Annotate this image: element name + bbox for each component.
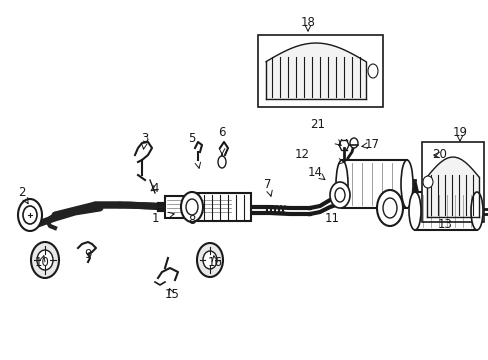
- Text: 2: 2: [18, 186, 26, 199]
- Bar: [341, 160, 406, 208]
- Bar: [164, 196, 232, 218]
- Polygon shape: [426, 157, 478, 217]
- Text: 3: 3: [141, 131, 148, 144]
- Ellipse shape: [197, 243, 223, 277]
- Text: 17: 17: [364, 139, 379, 152]
- Text: 12: 12: [294, 148, 309, 162]
- Bar: [196, 193, 250, 221]
- Ellipse shape: [376, 190, 402, 226]
- Ellipse shape: [329, 182, 349, 208]
- Text: 19: 19: [451, 126, 467, 139]
- Ellipse shape: [400, 160, 412, 208]
- Ellipse shape: [367, 64, 377, 78]
- Bar: [414, 192, 476, 230]
- Text: 16: 16: [207, 256, 222, 269]
- Ellipse shape: [37, 250, 53, 270]
- Text: 18: 18: [300, 15, 315, 28]
- Ellipse shape: [470, 192, 482, 230]
- Bar: [258, 35, 382, 107]
- Text: 21: 21: [310, 118, 325, 131]
- Text: 14: 14: [307, 166, 322, 179]
- Text: 11: 11: [324, 211, 339, 225]
- Ellipse shape: [334, 188, 345, 202]
- Text: 5: 5: [188, 131, 195, 144]
- Ellipse shape: [408, 192, 420, 230]
- Text: 10: 10: [35, 256, 49, 269]
- Text: 20: 20: [432, 148, 447, 162]
- Ellipse shape: [23, 206, 37, 224]
- Ellipse shape: [18, 199, 42, 231]
- Ellipse shape: [185, 199, 198, 215]
- Ellipse shape: [349, 138, 357, 148]
- Text: 6: 6: [218, 126, 225, 139]
- Text: 7: 7: [264, 179, 271, 192]
- Ellipse shape: [181, 192, 203, 222]
- Text: 8: 8: [188, 213, 195, 226]
- Ellipse shape: [422, 176, 432, 188]
- Text: 13: 13: [437, 219, 451, 231]
- Polygon shape: [265, 43, 365, 99]
- Ellipse shape: [218, 156, 225, 168]
- Text: 9: 9: [84, 248, 92, 261]
- Ellipse shape: [203, 251, 217, 269]
- Text: 1: 1: [151, 211, 159, 225]
- Text: 4: 4: [151, 181, 159, 194]
- Text: 15: 15: [164, 288, 179, 302]
- Bar: [421, 142, 483, 222]
- Ellipse shape: [31, 242, 59, 278]
- Ellipse shape: [335, 160, 347, 208]
- Ellipse shape: [382, 198, 396, 218]
